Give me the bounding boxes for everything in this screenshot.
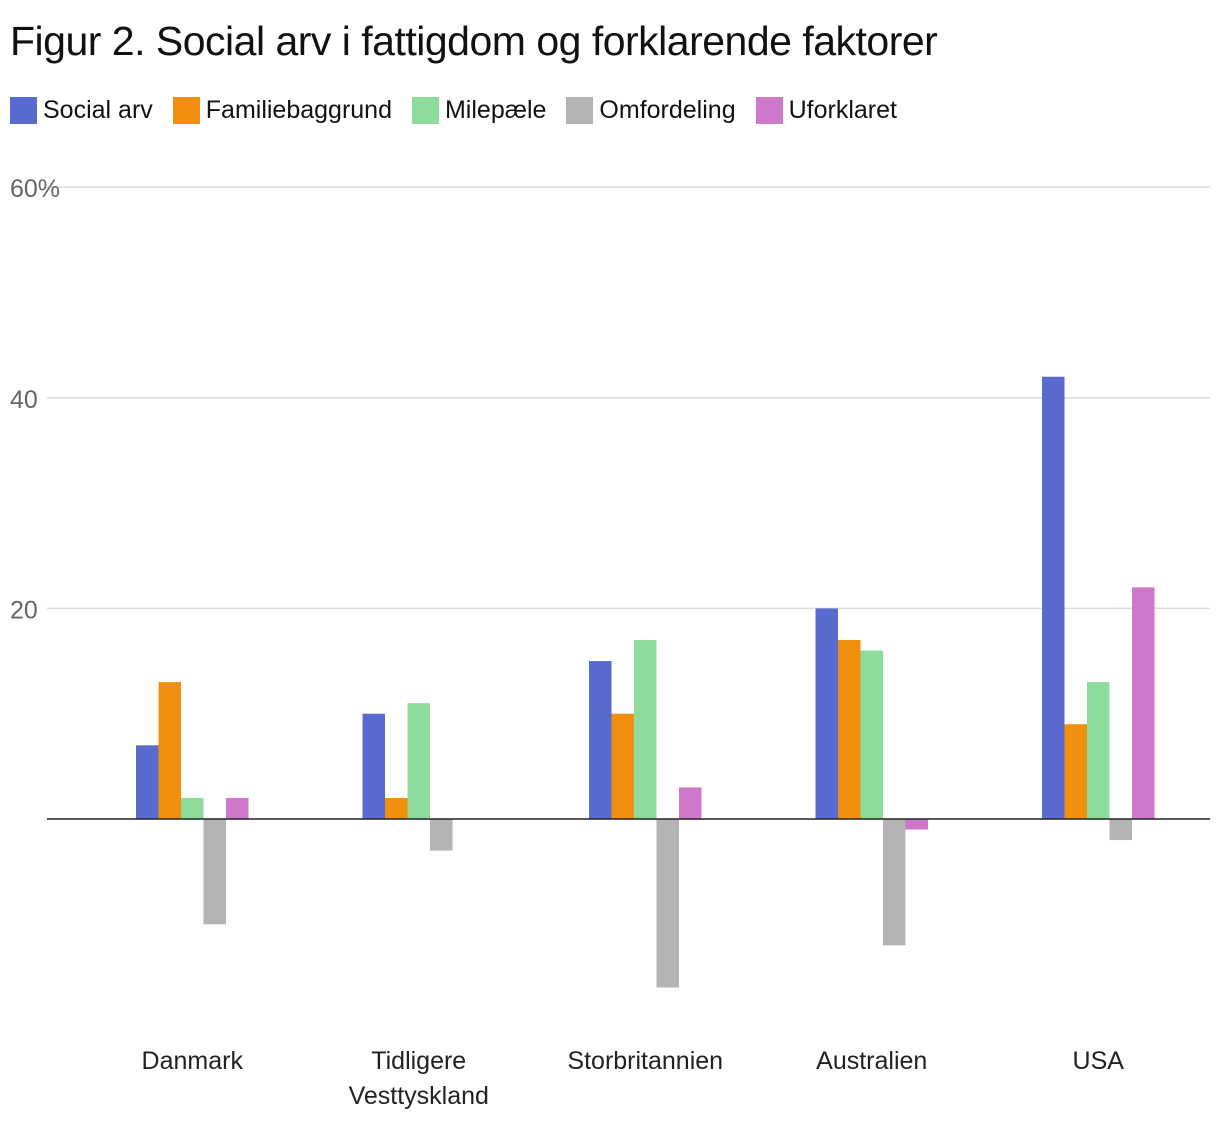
bar [634,639,657,819]
bar [905,819,928,830]
x-tick-label: Australien [816,1047,927,1075]
bar [1087,682,1110,819]
legend-swatch [411,97,439,124]
bar [1042,376,1065,819]
bar [860,650,883,819]
bar [611,713,634,819]
legend-item-uforklaret: Uforklaret [755,96,897,125]
y-tick-label: 60% [10,175,60,203]
legend-item-familiebaggrund: Familiebaggrund [172,96,392,125]
legend-item-omfordeling: Omfordeling [566,96,736,125]
x-tick-label: Storbritannien [567,1047,723,1075]
bar [883,819,906,946]
x-tick-label: USA [1073,1047,1125,1075]
y-tick-label: 40 [10,386,38,414]
legend-label: Omfordeling [599,96,736,124]
legend: Social arv Familiebaggrund Milepæle Omfo… [10,96,917,125]
legend-item-social-arv: Social arv [10,96,153,125]
bar [656,819,679,988]
legend-swatch [755,97,783,124]
legend-swatch [10,97,37,124]
bar [838,639,861,819]
y-tick-label: 20 [10,596,38,624]
legend-label: Milepæle [444,96,547,124]
x-tick-label: Vesttyskland [349,1082,489,1110]
bar [589,661,612,819]
legend-label: Social arv [43,96,153,124]
bar [407,703,430,819]
x-tick-label: Tidligere [371,1047,466,1075]
bar [1109,819,1132,841]
bar [362,713,385,819]
legend-label: Uforklaret [788,96,897,124]
bar [815,608,838,819]
chart-title: Figur 2. Social arv i fattigdom og forkl… [10,18,938,64]
bar [226,797,249,819]
legend-swatch [172,97,200,124]
legend-label: Familiebaggrund [205,96,392,124]
bar [203,819,226,925]
bar [430,819,453,851]
bar [1132,587,1155,819]
legend-swatch [566,97,594,124]
legend-item-milepaele: Milepæle [411,96,547,125]
bar [158,682,181,819]
bar [385,797,408,819]
bar [136,745,159,819]
bar [679,787,702,819]
bar [1064,724,1087,819]
x-tick-label: Danmark [142,1047,244,1075]
bar [181,797,204,819]
